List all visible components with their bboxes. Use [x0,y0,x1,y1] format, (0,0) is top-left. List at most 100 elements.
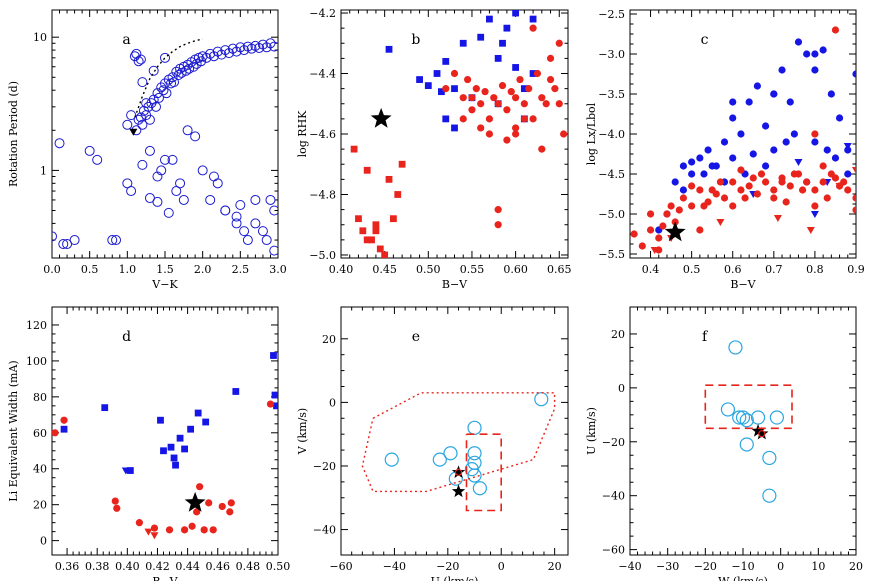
data-layer [704,340,793,503]
data-point [239,45,250,56]
data-point [811,186,819,194]
data-point [394,191,402,198]
y-tick-label: 0 [329,396,336,409]
data-point [794,38,803,46]
data-point [150,101,161,112]
data-point [720,138,729,146]
x-tick-label: 2.5 [232,263,250,276]
x-tick-label: 0.50 [416,263,441,276]
data-point [212,178,223,189]
data-point [363,166,371,174]
data-point [778,178,786,186]
data-point [852,167,856,174]
data-point [679,194,688,202]
x-axis-label: V−K [151,278,178,291]
data-point [720,194,729,202]
data-point [486,15,493,23]
data-point [735,410,751,425]
data-point [451,85,458,93]
data-point [188,61,199,72]
y-tick-label: 40 [33,463,47,476]
data-point [646,226,655,234]
data-point [265,194,276,205]
data-point [187,425,195,433]
y-tick-label: −20 [313,460,336,473]
data-point [133,114,144,125]
data-point [778,66,786,74]
data-point [54,138,65,149]
data-point [205,499,213,507]
data-point [235,199,246,210]
data-point [533,69,542,78]
data-point [242,235,253,246]
data-point [546,75,555,84]
data-point [716,178,725,186]
data-point [481,88,489,96]
data-point [265,38,276,49]
panel-label: d [122,329,131,345]
data-point [770,146,778,154]
data-point [126,467,134,474]
y-tick-label: −3.5 [598,88,625,101]
data-point [122,119,133,130]
data-point [671,178,679,186]
data-point [546,54,555,62]
x-axis-label: U (km/s) [431,575,479,581]
data-point [551,85,559,93]
data-point [819,162,827,170]
x-tick-label: 10 [811,560,825,573]
y-tick-label: −2.5 [598,8,625,21]
x-tick-label: −40 [618,560,641,573]
data-point [512,94,520,102]
data-point [770,90,778,98]
y-tick-label: 60 [33,427,47,440]
data-point [254,42,265,53]
data-point [790,130,798,138]
data-point [101,404,109,412]
data-point [180,526,189,534]
data-point [121,467,130,475]
data-point [534,392,549,407]
y-tick-label: 20 [33,499,47,512]
data-point [732,410,747,425]
data-point [273,402,278,410]
data-point [167,443,175,451]
y-tick-label: −5.0 [598,208,625,221]
data-point [737,166,745,174]
chart-panel-b: 0.40 0.45 0.50 0.55 0.60 0.65 −5.0 −4.8 −4.6 −4.4… [296,7,572,291]
data-point [359,227,367,235]
data-point [555,39,563,47]
x-tick-label: 0.65 [547,263,572,276]
data-point [762,178,770,186]
data-point [823,146,831,154]
x-axis-label: B−V [152,575,178,581]
star-marker [755,426,769,440]
data-point [786,182,794,190]
y-tick-label: −4.6 [309,128,336,141]
data-point [459,115,467,123]
axes-frame [629,306,857,556]
data-point [135,112,146,123]
x-tick-label: 0.40 [329,263,354,276]
data-point [794,159,803,166]
data-point [520,100,528,108]
data-point [52,429,59,437]
data-point [468,94,476,102]
data-point [271,391,278,399]
data-point [152,171,163,182]
data-point [69,235,80,246]
chart-panel-a: 0.0 0.5 1.0 1.5 2.0 2.5 3.0 1 10 V−K Rotation Peri… [7,9,287,291]
data-point [372,221,380,229]
data-point [133,56,144,67]
data-point [433,70,441,77]
data-point [167,154,178,165]
panel-label: f [702,329,709,345]
data-point [700,170,708,178]
y-tick-label: 80 [33,391,47,404]
data-point [176,434,184,442]
data-point [688,158,696,166]
axes-frame [51,9,279,259]
x-tick-label: 2.0 [194,263,212,276]
y-tick-label: 120 [26,319,47,332]
